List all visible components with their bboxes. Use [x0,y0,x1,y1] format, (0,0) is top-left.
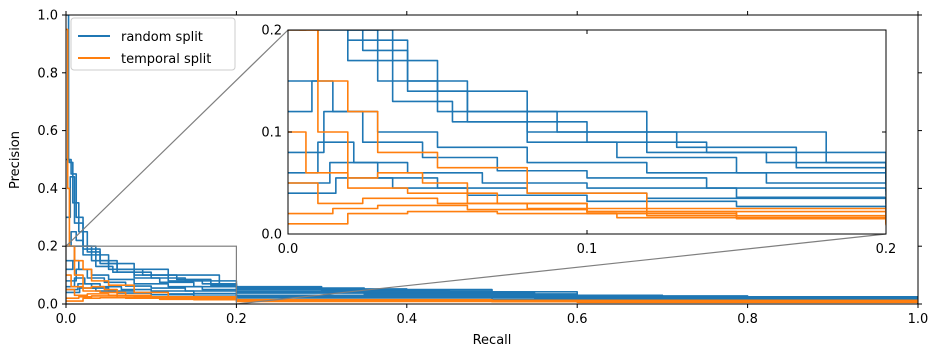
y-tick-label: 1.0 [37,9,58,24]
main-axes: 0.0 0.2 0.4 0.6 0.8 1.0 0.0 0.2 0.4 0.6 0.8 1.0 Rec… [8,9,928,349]
main-curve-random-split [66,277,918,304]
inset-x-tick-label: 0.0 [278,242,299,257]
inset-x-tick-label: 0.1 [577,242,598,257]
inset-y-tick-label: 0.0 [261,228,282,243]
legend-label-random-split: random split [121,30,203,45]
x-tick-label: 0.0 [56,312,77,327]
y-tick-label: 0.4 [37,182,58,197]
y-tick-label: 0.8 [37,66,58,81]
zoom-connector-line [236,233,887,305]
zoom-connector-line [65,29,289,247]
inset-curve-random-split [288,30,886,184]
inset-curve-temporal-split [288,30,886,223]
x-tick-label: 0.8 [737,312,758,327]
inset-curve-temporal-split [288,182,886,222]
inset-curve-random-split [288,141,886,205]
legend: random split temporal split [70,17,236,71]
inset-y-tick-label: 0.2 [261,24,282,39]
y-tick-label: 0.2 [37,240,58,255]
inset-x-tick-label: 0.2 [876,242,897,257]
legend-label-temporal-split: temporal split [121,52,211,67]
main-curve-random-split [66,259,918,304]
legend-box [70,17,236,71]
inset-ticks: 0.0 0.1 0.2 0.0 0.1 0.2 [261,24,896,258]
inset-curve-random-split [288,30,886,186]
x-tick-label: 1.0 [908,312,929,327]
inset-curve-temporal-split [299,30,886,220]
inset-curves [288,30,886,226]
inset-axes: 0.0 0.1 0.2 0.0 0.1 0.2 [261,24,896,258]
x-tick-label: 0.4 [396,312,417,327]
inset-y-tick-label: 0.1 [261,126,282,141]
x-tick-label: 0.2 [226,312,247,327]
main-ticks: 0.0 0.2 0.4 0.6 0.8 1.0 0.0 0.2 0.4 0.6 0.8 1.0 [37,9,928,328]
x-tick-label: 0.6 [567,312,588,327]
main-plot-frame [65,14,919,305]
y-axis-label: Precision [8,131,23,189]
y-tick-label: 0.6 [37,124,58,139]
inset-curve-temporal-split [288,204,886,224]
inset-curve-temporal-split [288,210,886,226]
x-axis-label: Recall [473,333,512,348]
y-tick-label: 0.0 [37,298,58,313]
inset-curve-random-split [288,80,886,192]
